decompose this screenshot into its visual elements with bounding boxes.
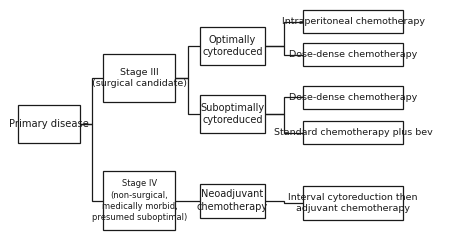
Text: Dose-dense chemotherapy: Dose-dense chemotherapy	[289, 50, 417, 59]
FancyBboxPatch shape	[103, 171, 175, 230]
Text: Suboptimally
cytoreduced: Suboptimally cytoreduced	[201, 103, 264, 125]
FancyBboxPatch shape	[303, 43, 403, 66]
FancyBboxPatch shape	[103, 54, 175, 102]
Text: Stage III
(surgical candidate): Stage III (surgical candidate)	[92, 68, 187, 88]
Text: Standard chemotherapy plus bev: Standard chemotherapy plus bev	[274, 128, 432, 137]
FancyBboxPatch shape	[303, 86, 403, 109]
FancyBboxPatch shape	[303, 121, 403, 144]
Text: Stage IV
(non-surgical,
medically morbid,
presumed suboptimal): Stage IV (non-surgical, medically morbid…	[92, 179, 187, 222]
Text: Neoadjuvant
chemotherapy: Neoadjuvant chemotherapy	[197, 189, 268, 212]
Text: Interval cytoreduction then
adjuvant chemotherapy: Interval cytoreduction then adjuvant che…	[288, 193, 418, 213]
FancyBboxPatch shape	[303, 186, 403, 220]
FancyBboxPatch shape	[200, 184, 265, 217]
FancyBboxPatch shape	[200, 27, 265, 65]
FancyBboxPatch shape	[200, 95, 265, 133]
Text: Dose-dense chemotherapy: Dose-dense chemotherapy	[289, 93, 417, 102]
Text: Optimally
cytoreduced: Optimally cytoreduced	[202, 35, 263, 58]
Text: Primary disease: Primary disease	[9, 119, 89, 129]
Text: Intraperitoneal chemotherapy: Intraperitoneal chemotherapy	[282, 17, 425, 27]
FancyBboxPatch shape	[18, 105, 80, 143]
FancyBboxPatch shape	[303, 10, 403, 33]
